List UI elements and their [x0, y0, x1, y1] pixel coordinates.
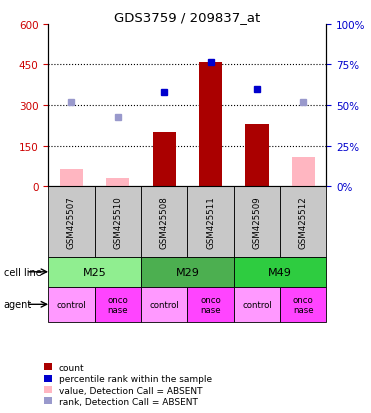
- Text: GSM425507: GSM425507: [67, 196, 76, 249]
- FancyBboxPatch shape: [95, 187, 141, 257]
- Text: onco
nase: onco nase: [200, 295, 221, 314]
- Text: onco
nase: onco nase: [108, 295, 128, 314]
- Text: M25: M25: [83, 267, 106, 277]
- Text: GSM425509: GSM425509: [252, 196, 262, 248]
- Text: control: control: [149, 300, 179, 309]
- Title: GDS3759 / 209837_at: GDS3759 / 209837_at: [114, 11, 260, 24]
- Bar: [152, 133, 176, 187]
- FancyBboxPatch shape: [280, 287, 326, 322]
- Text: onco
nase: onco nase: [293, 295, 313, 314]
- Text: control: control: [242, 300, 272, 309]
- Text: M49: M49: [268, 267, 292, 277]
- FancyBboxPatch shape: [141, 287, 187, 322]
- FancyBboxPatch shape: [234, 257, 326, 287]
- FancyBboxPatch shape: [234, 187, 280, 257]
- Bar: [292, 157, 315, 187]
- FancyBboxPatch shape: [95, 287, 141, 322]
- Text: GSM425512: GSM425512: [299, 196, 308, 249]
- Text: cell line: cell line: [4, 267, 42, 277]
- Bar: [199, 63, 222, 187]
- FancyBboxPatch shape: [141, 187, 187, 257]
- FancyBboxPatch shape: [187, 187, 234, 257]
- FancyBboxPatch shape: [48, 257, 141, 287]
- Text: agent: agent: [4, 299, 32, 310]
- FancyBboxPatch shape: [48, 287, 95, 322]
- Text: control: control: [56, 300, 86, 309]
- FancyBboxPatch shape: [48, 187, 95, 257]
- Bar: [245, 125, 269, 187]
- FancyBboxPatch shape: [141, 257, 234, 287]
- Text: GSM425508: GSM425508: [160, 196, 169, 249]
- FancyBboxPatch shape: [234, 287, 280, 322]
- FancyBboxPatch shape: [280, 187, 326, 257]
- Bar: [106, 179, 129, 187]
- FancyBboxPatch shape: [187, 287, 234, 322]
- Text: M29: M29: [175, 267, 199, 277]
- Legend: count, percentile rank within the sample, value, Detection Call = ABSENT, rank, : count, percentile rank within the sample…: [42, 361, 214, 408]
- Text: GSM425511: GSM425511: [206, 196, 215, 249]
- Bar: [60, 169, 83, 187]
- Text: GSM425510: GSM425510: [113, 196, 122, 249]
